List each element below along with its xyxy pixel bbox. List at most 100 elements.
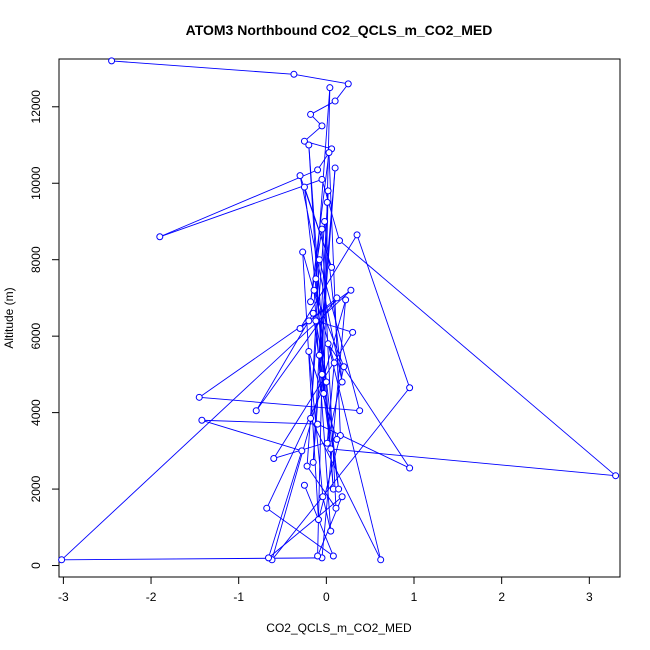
data-point	[300, 183, 308, 191]
series-segment	[299, 234, 358, 329]
data-point	[323, 198, 331, 206]
x-tick-label: 3	[586, 590, 593, 604]
series-lines	[61, 60, 616, 561]
data-point	[314, 166, 322, 174]
data-point	[310, 286, 318, 294]
data-point	[406, 464, 414, 472]
series-segment	[328, 152, 341, 436]
y-axis-label: Altitude (m)	[2, 287, 16, 348]
data-point	[335, 485, 343, 493]
data-point	[356, 407, 364, 415]
y-tick-label: 6000	[29, 322, 43, 349]
data-point	[315, 351, 323, 359]
series-segment	[318, 435, 341, 520]
data-point	[338, 493, 346, 501]
data-point	[332, 504, 340, 512]
series-segment	[199, 396, 360, 412]
data-point	[319, 493, 327, 501]
series-segment	[334, 83, 349, 102]
series-segment	[315, 320, 353, 333]
data-point	[252, 407, 260, 415]
series-segment	[356, 234, 411, 388]
data-point	[198, 416, 206, 424]
data-point	[322, 378, 330, 386]
series-segment	[322, 496, 332, 532]
data-point	[312, 275, 320, 283]
data-point	[312, 317, 320, 325]
data-point	[333, 294, 341, 302]
data-point	[309, 458, 317, 466]
data-point	[300, 481, 308, 489]
series-points	[58, 57, 620, 564]
data-point	[299, 248, 307, 256]
data-point	[329, 552, 337, 560]
series-segment	[266, 507, 334, 557]
data-point	[305, 141, 313, 149]
series-segment	[310, 100, 336, 115]
data-point	[406, 384, 414, 392]
x-tick-label: -3	[58, 590, 69, 604]
data-point	[612, 472, 620, 480]
data-point	[305, 317, 313, 325]
series-segment	[310, 418, 382, 560]
series-segment	[315, 87, 331, 279]
series-segment	[61, 557, 322, 561]
data-point	[331, 97, 339, 105]
y-axis: 0 2000 4000 6000 8000 10000 12000	[29, 90, 60, 569]
data-point	[349, 328, 357, 336]
data-point	[314, 420, 322, 428]
y-tick-label: 4000	[29, 399, 43, 426]
series-segment	[273, 332, 354, 459]
series-segment	[327, 343, 382, 560]
data-point	[340, 363, 348, 371]
series-segment	[318, 167, 336, 356]
data-point	[377, 556, 385, 564]
series-segment	[299, 175, 333, 268]
data-point	[296, 172, 304, 180]
data-point	[326, 84, 334, 92]
data-point	[305, 347, 313, 355]
data-point	[298, 447, 306, 455]
data-point	[314, 552, 322, 560]
series-segment	[271, 299, 347, 560]
data-point	[264, 554, 272, 562]
data-point	[307, 298, 315, 306]
y-tick-label: 10000	[29, 166, 43, 200]
data-point	[330, 359, 338, 367]
data-point	[318, 225, 326, 233]
x-tick-label: -1	[233, 590, 244, 604]
data-point	[320, 390, 328, 398]
data-point	[309, 309, 317, 317]
data-point	[296, 325, 304, 333]
series-segment	[326, 87, 331, 203]
data-point	[338, 378, 346, 386]
series-segment	[268, 450, 303, 559]
data-point	[344, 80, 352, 88]
x-tick-label: 2	[498, 590, 505, 604]
series-segment	[255, 312, 314, 411]
x-tick-label: 1	[411, 590, 418, 604]
data-point	[300, 137, 308, 145]
data-point	[156, 233, 164, 241]
data-point	[333, 435, 341, 443]
x-axis-label: CO2_QCLS_m_CO2_MED	[266, 621, 412, 635]
data-point	[108, 57, 116, 65]
data-point	[323, 439, 331, 447]
series-segment	[198, 320, 310, 398]
y-tick-label: 2000	[29, 475, 43, 502]
x-axis: -3 -2 -1 0 1 2 3	[58, 576, 593, 604]
x-tick-label: 0	[323, 590, 330, 604]
data-point	[353, 231, 361, 239]
series-segment	[271, 387, 410, 561]
data-point	[195, 393, 203, 401]
series-segment	[324, 221, 343, 383]
series-segment	[293, 73, 349, 85]
series-segment	[313, 290, 332, 532]
data-point	[290, 70, 298, 78]
series-segment	[268, 496, 343, 559]
data-point	[321, 217, 329, 225]
data-point	[307, 414, 315, 422]
data-point	[324, 340, 332, 348]
data-point	[327, 445, 335, 453]
